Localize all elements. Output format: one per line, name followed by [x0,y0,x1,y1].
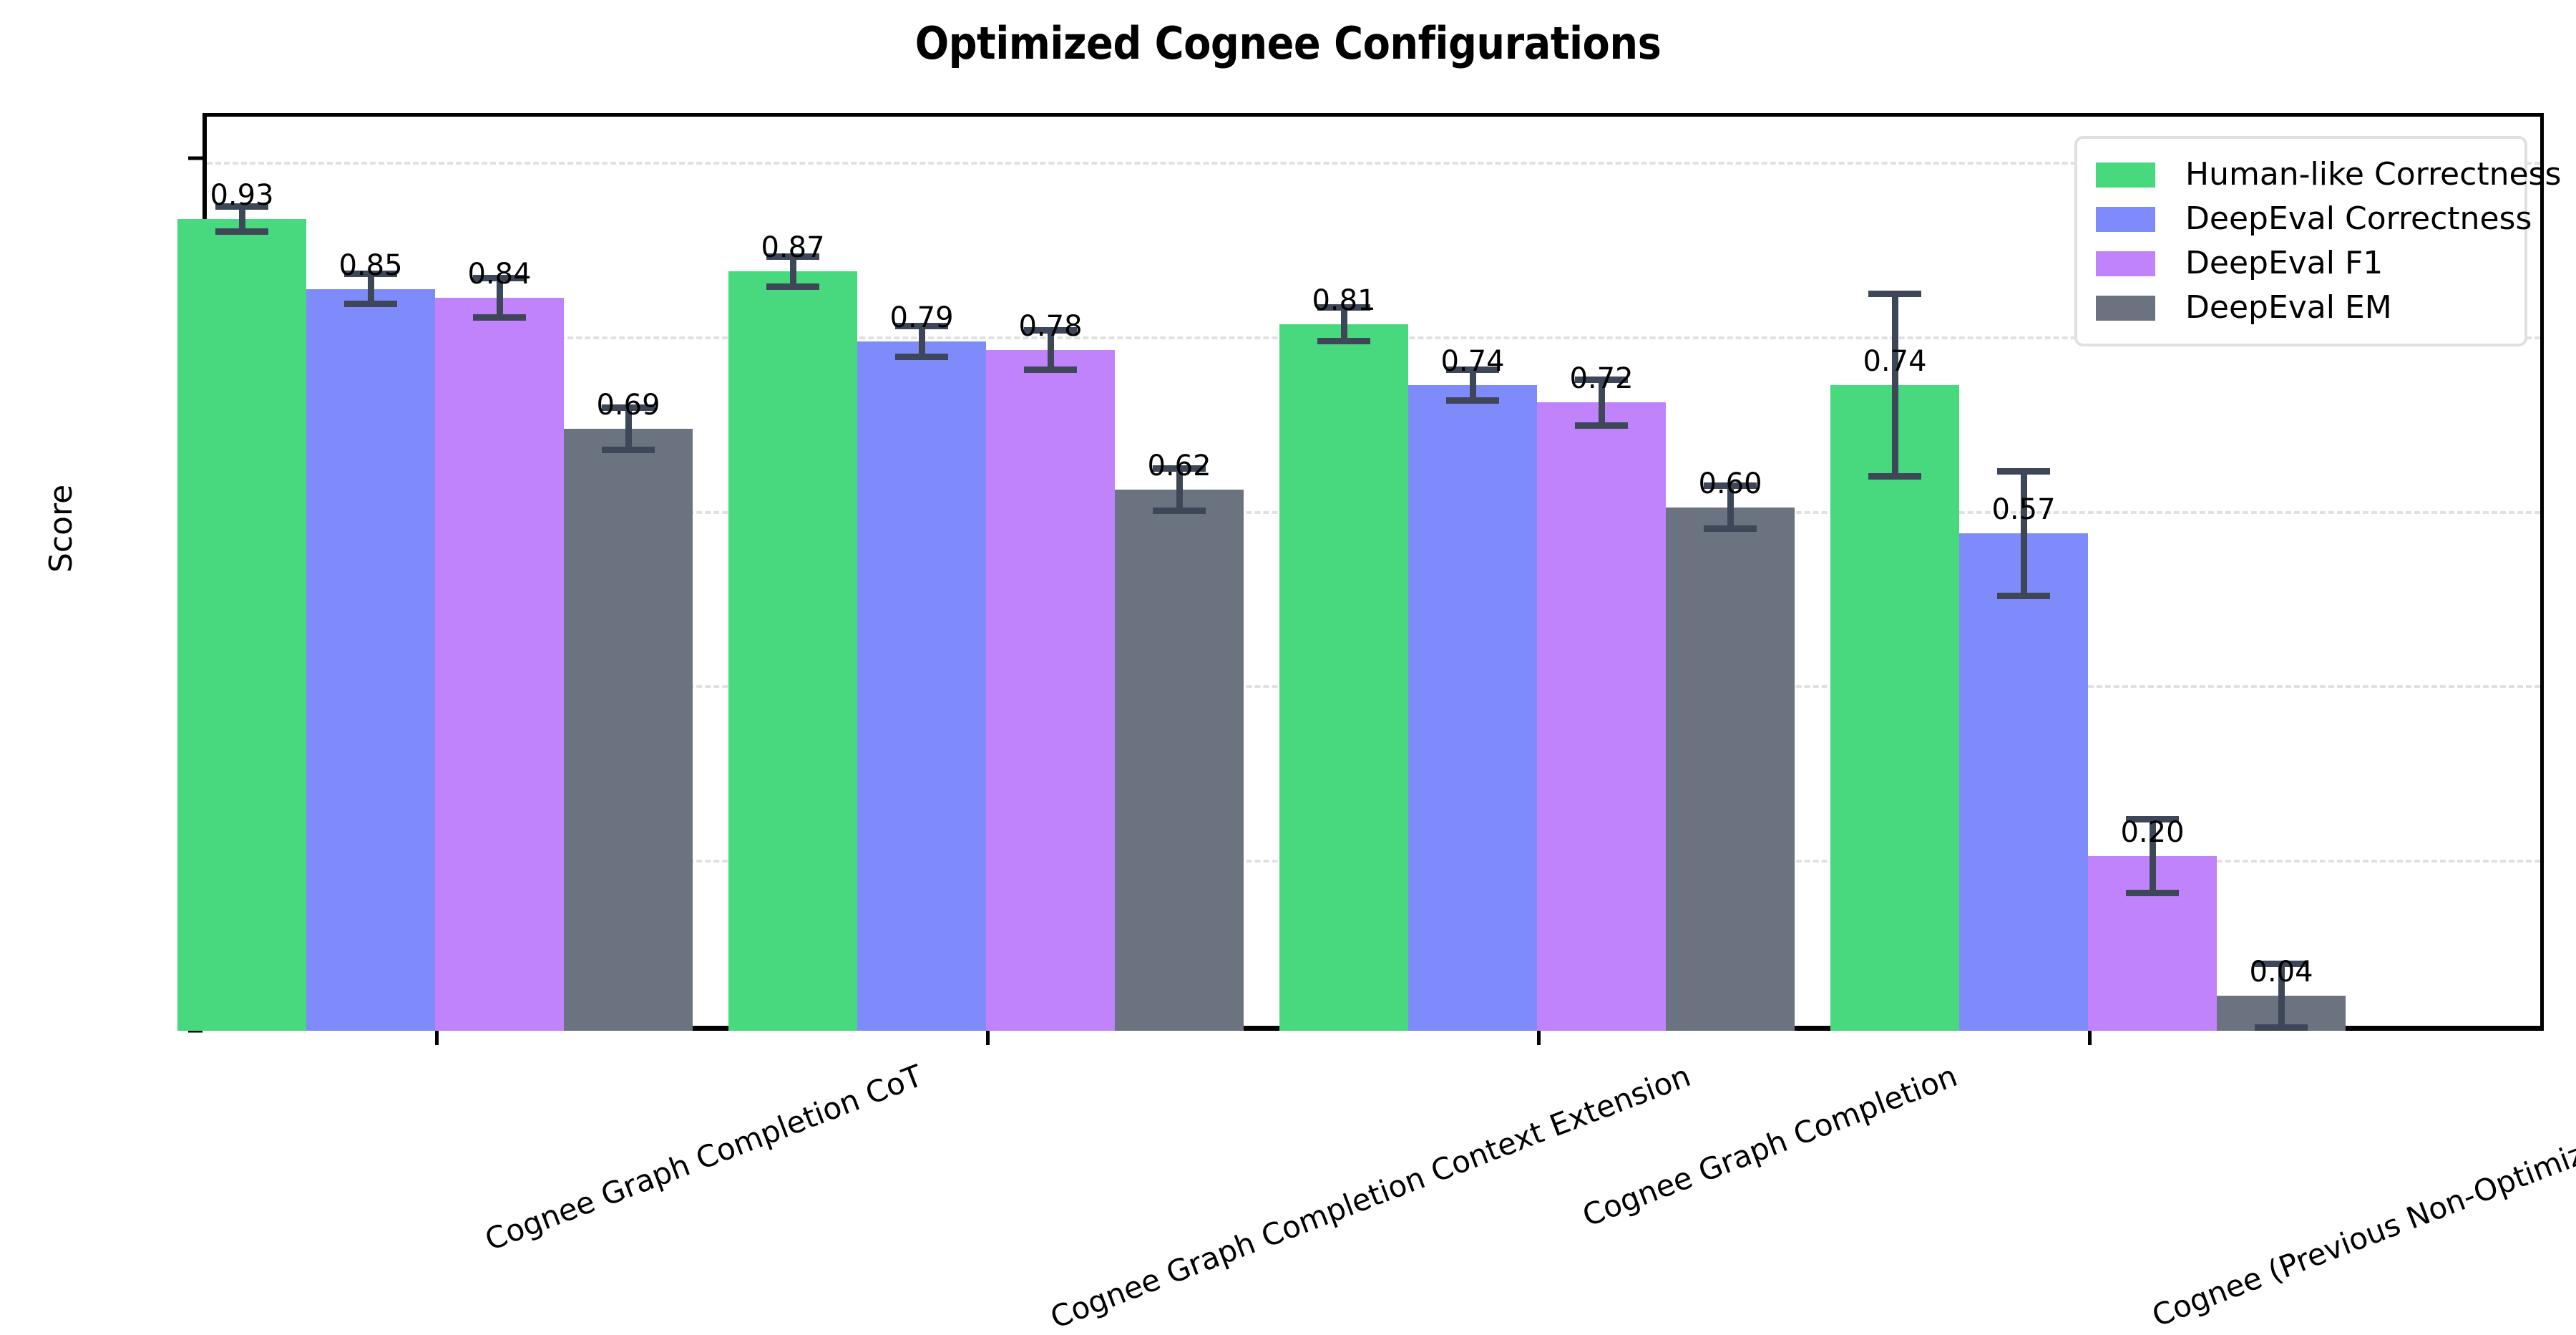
bar-value-label: 0.57 [1991,493,2056,527]
x-axis-tick-label: Cognee Graph Completion CoT [480,1058,927,1258]
bar[interactable] [2217,996,2346,1031]
y-axis-tick-mark [188,156,203,160]
bar-value-label: 0.60 [1698,467,1762,500]
bar-value-label: 0.81 [1312,283,1376,317]
legend-swatch-icon [2096,162,2155,188]
bar[interactable] [1666,507,1795,1031]
bar-value-label: 0.04 [2249,956,2313,989]
bar-value-label: 0.93 [210,179,274,213]
legend-item[interactable]: DeepEval EM [2096,288,2506,328]
legend-item-label: DeepEval F1 [2185,245,2384,281]
bar[interactable] [177,219,306,1031]
legend-swatch-icon [2096,251,2155,276]
bar-value-label: 0.69 [596,388,660,422]
bar[interactable] [728,271,857,1031]
gridline [207,162,2540,165]
chart-title: Optimized Cognee Configurations [914,17,1662,69]
bar[interactable] [986,350,1115,1031]
bar-value-label: 0.79 [889,301,954,334]
y-axis-tick-mark [188,1029,203,1033]
bar-value-label: 0.74 [1863,344,1927,378]
x-axis-tick-mark [435,1031,439,1045]
legend-item[interactable]: DeepEval Correctness [2096,199,2532,239]
legend-swatch-icon [2096,295,2155,321]
bar[interactable] [1279,324,1408,1031]
bar[interactable] [1115,490,1244,1031]
bar[interactable] [435,298,564,1031]
legend-item[interactable]: DeepEval F1 [2096,243,2506,283]
chart-legend: Human-like Correctness DeepEval Correctne… [2074,136,2561,346]
legend-item-label: DeepEval EM [2185,289,2392,326]
x-axis-tick-mark [986,1031,990,1045]
bar-value-label: 0.72 [1569,362,1634,396]
bar-value-label: 0.84 [467,258,532,291]
legend-item-label: Human-like Correctness [2185,156,2562,193]
bar-value-label: 0.62 [1147,450,1211,483]
bar[interactable] [306,288,435,1031]
bar-value-label: 0.87 [761,231,825,265]
bar[interactable] [2088,856,2217,1031]
bar-value-label: 0.74 [1440,344,1505,378]
chart-figure: Optimized Cognee Configurations 0.00.20.… [43,17,2576,1335]
bar-value-label: 0.85 [338,248,403,282]
bar[interactable] [857,341,986,1031]
legend-item[interactable]: Human-like Correctness [2096,155,2561,195]
y-axis-label: Score [43,484,79,573]
x-axis-tick-label: Cognee (Previous Non-Optimized Evaluatio… [2147,1058,2576,1334]
bar[interactable] [564,428,693,1031]
bar[interactable] [1408,384,1537,1031]
legend-swatch-icon [2096,206,2155,232]
legend-item-label: DeepEval Correctness [2185,200,2532,237]
bar-value-label: 0.20 [2120,816,2185,850]
x-axis-tick-mark [1537,1031,1541,1045]
bar[interactable] [1537,402,1666,1031]
x-axis-tick-mark [2088,1031,2092,1045]
bar[interactable] [1959,533,2088,1031]
bar[interactable] [1830,384,1959,1031]
bar-value-label: 0.78 [1018,310,1083,344]
